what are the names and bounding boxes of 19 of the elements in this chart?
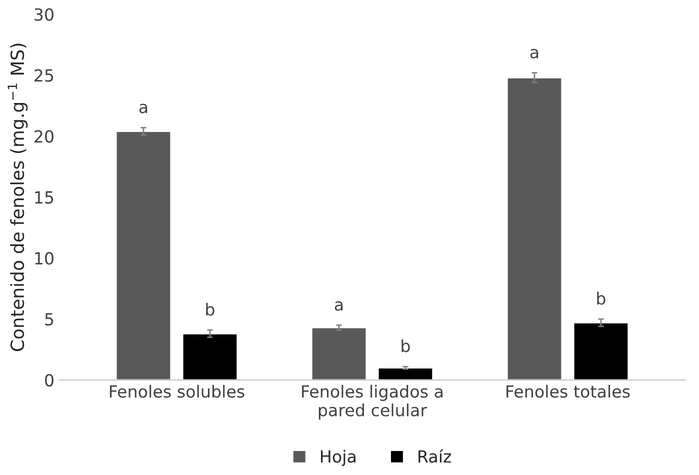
data-label: a <box>530 48 538 58</box>
y-tick-label: 25 <box>34 69 54 82</box>
y-tick-label: 10 <box>35 252 54 265</box>
y-axis-title: Contenido de fenoles (mg.g$^{−1}$ MS) <box>8 44 28 352</box>
y-tick-label: 15 <box>35 191 54 204</box>
y-tick-label: 30 <box>34 8 54 21</box>
data-label: b <box>597 292 606 305</box>
data-label: b <box>206 302 214 316</box>
y-tick-label: 20 <box>34 130 54 143</box>
data-label: a <box>139 104 148 114</box>
legend-label: Raíz <box>418 449 452 463</box>
data-label: a <box>334 301 343 311</box>
x-tick-label: Fenoles solubles <box>110 384 244 398</box>
x-tick-label: Fenoles totales <box>506 384 630 398</box>
y-tick-label: 0 <box>45 374 54 387</box>
legend-label: Hoja <box>321 450 356 466</box>
y-tick-label: 5 <box>45 313 54 326</box>
data-label: b <box>402 339 410 352</box>
x-tick-label: Fenoles ligados a pared celular <box>302 384 442 420</box>
